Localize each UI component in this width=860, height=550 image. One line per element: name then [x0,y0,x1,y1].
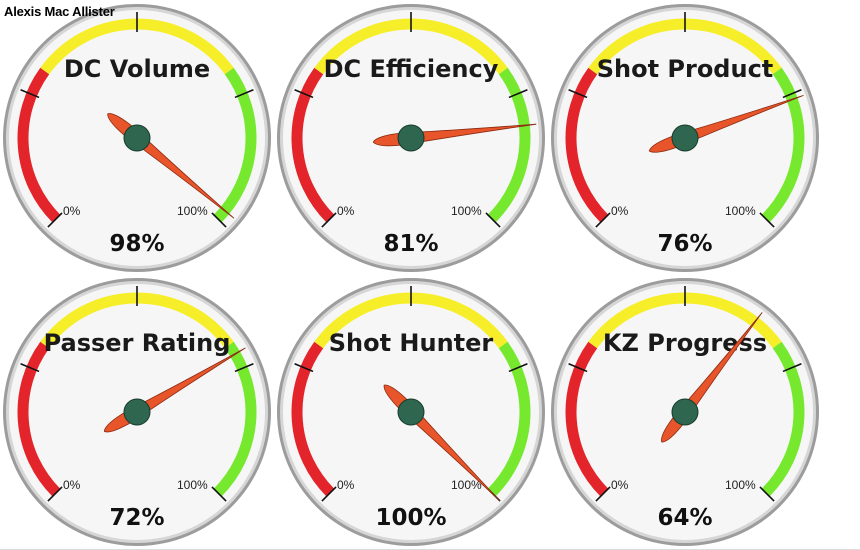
gauge-1: DC Volume 0% 100% 98% [3,4,271,272]
gauge-title: DC Volume [64,55,210,83]
gauge-max-label: 100% [725,478,756,492]
gauge-min-label: 0% [611,478,629,492]
gauge-tick [595,486,611,502]
gauge-value-label: 76% [657,231,712,257]
gauge-2: DC Efficiency 0% 100% 81% [277,4,545,272]
gauge-hub [123,124,151,152]
gauge-red-band [17,341,61,497]
gauge-red-band [565,67,609,223]
gauge-title: KZ Progress [603,329,767,357]
gauge-value-label: 64% [657,505,712,531]
gauge-red-band [291,341,335,497]
gauge-min-label: 0% [337,478,355,492]
gauge-value-label: 100% [375,505,446,531]
gauge-title: Passer Rating [44,329,231,357]
gauge-hub [123,398,151,426]
gauge-green-band [761,341,805,497]
gauge-hub [397,124,425,152]
gauge-min-label: 0% [611,204,629,218]
gauge-6: KZ Progress 0% 100% 64% [551,278,819,546]
gauge-tick [568,363,588,373]
gauge-tick [568,89,588,99]
gauge-red-band [291,67,335,223]
gauge-tick [234,363,254,373]
gauge-tick [47,212,63,228]
gauge-max-label: 100% [451,204,482,218]
gauge-hub [671,124,699,152]
gauge-green-band [761,67,805,223]
gauge-tick [294,363,314,373]
gauge-green-band [487,67,531,223]
gauge-4: Passer Rating 0% 100% 72% [3,278,271,546]
gauge-green-band [213,341,257,497]
gauge-tick [508,363,528,373]
gauge-min-label: 0% [63,478,81,492]
gauge-tick [321,486,337,502]
gauge-tick [211,212,227,228]
gauge-3: Shot Product 0% 100% 76% [551,4,819,272]
gauge-red-band [17,67,61,223]
gauge-tick [20,363,40,373]
gauge-min-label: 0% [337,204,355,218]
gauge-tick [595,212,611,228]
gauge-green-band [213,67,257,223]
gauge-hub [397,398,425,426]
gauge-max-label: 100% [177,204,208,218]
gauge-hub [671,398,699,426]
gauge-title: DC Efficiency [324,55,499,83]
gauge-tick [485,212,501,228]
gauge-title: Shot Hunter [329,329,494,357]
gauge-tick [508,89,528,99]
gauge-value-label: 72% [109,505,164,531]
gauge-tick [321,212,337,228]
gauge-green-band [487,341,531,497]
gauge-value-label: 81% [383,231,438,257]
gauge-tick [20,89,40,99]
gauge-tick [294,89,314,99]
gauge-tick [234,89,254,99]
gauge-max-label: 100% [177,478,208,492]
gauge-tick [782,363,802,373]
gauge-tick [211,486,227,502]
gauge-red-band [565,341,609,497]
gauge-value-label: 98% [109,231,164,257]
gauge-tick [759,486,775,502]
gauge-max-label: 100% [451,478,482,492]
gauge-tick [759,212,775,228]
gauge-min-label: 0% [63,204,81,218]
gauge-5: Shot Hunter 0% 100% 100% [277,278,545,546]
gauge-max-label: 100% [725,204,756,218]
gauge-tick [782,89,802,99]
gauge-tick [47,486,63,502]
gauge-title: Shot Product [597,55,774,83]
player-name: Alexis Mac Allister [4,4,115,19]
